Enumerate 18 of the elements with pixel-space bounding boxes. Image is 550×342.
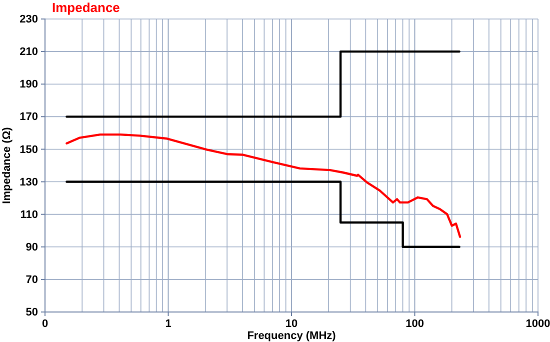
x-tick-label: 10 <box>285 318 298 330</box>
x-tick-label: 1 <box>165 318 172 330</box>
chart-title: Impedance <box>52 0 120 15</box>
x-tick-label: 100 <box>406 318 424 330</box>
y-tick-label: 70 <box>26 274 38 286</box>
y-tick-label: 170 <box>20 111 38 124</box>
y-tick-label: 210 <box>20 46 38 58</box>
y-axis-title: Impedance (Ω) <box>1 126 13 204</box>
x-axis-title: Frequency (MHz) <box>247 330 336 342</box>
y-tick-label: 50 <box>26 306 38 319</box>
y-tick-label: 90 <box>26 241 38 254</box>
x-tick-label: 1000 <box>526 318 550 330</box>
y-tick-label: 110 <box>20 208 38 221</box>
y-tick-label: 150 <box>20 144 38 156</box>
y-tick-label: 130 <box>20 176 38 188</box>
y-tick-label: 190 <box>20 78 38 91</box>
x-tick-label: 0 <box>42 318 48 330</box>
y-tick-label: 230 <box>20 14 38 26</box>
